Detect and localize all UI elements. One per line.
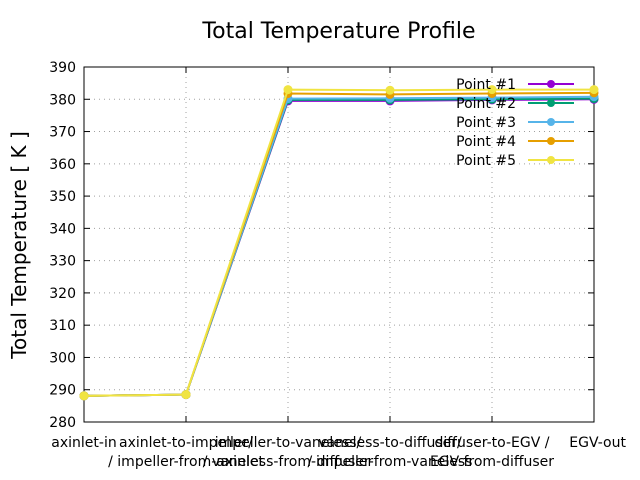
legend-label: Point #2 [456, 96, 516, 112]
x-tick-label: diffuser-to-EGV / [435, 435, 550, 451]
y-axis-label: Total Temperature [ K ] [7, 131, 31, 360]
series-5 [79, 85, 599, 401]
y-tick-label: 310 [49, 318, 76, 334]
legend: Point #1 Point #2 Point #3 Point #4 Point #5 [456, 77, 574, 169]
y-tick-label: 330 [49, 254, 76, 270]
y-tick-label: 290 [49, 383, 76, 399]
x-tick-label: impeller-to-vaneless/ [215, 435, 362, 451]
x-tick-label: / impeller-from-axinlet [108, 454, 264, 470]
x-tick-label: / vaneless-from-impeller [203, 454, 374, 470]
legend-swatch-marker [547, 118, 555, 126]
x-tick-label: axinlet-in [51, 435, 116, 451]
data-point [589, 85, 599, 95]
legend-swatch-marker [547, 99, 555, 107]
y-tick-label: 370 [49, 125, 76, 141]
y-tick-label: 320 [49, 286, 76, 302]
plot-frame [83, 66, 595, 423]
y-tick-label: 390 [49, 60, 76, 76]
y-tick-label: 360 [49, 157, 76, 173]
data-point [283, 85, 293, 95]
legend-swatch-marker [547, 156, 555, 164]
series-line [83, 88, 594, 397]
data-point [79, 391, 89, 401]
y-tick-label: 350 [49, 189, 76, 205]
x-tick-label: EGV-out [569, 435, 626, 451]
legend-label: Point #4 [456, 134, 516, 150]
series-group [79, 85, 599, 401]
x-axis: axinlet-in axinlet-to-impeller/ / impeller… [51, 67, 626, 470]
legend-swatch-marker [547, 80, 555, 88]
legend-label: Point #5 [456, 153, 516, 169]
data-point [487, 85, 497, 95]
y-tick-label: 300 [49, 350, 76, 366]
y-tick-label: 380 [49, 92, 76, 108]
y-axis: 280 290 300 310 320 330 340 350 360 370 380 390 [49, 60, 594, 431]
y-tick-label: 280 [49, 415, 76, 431]
legend-label: Point #3 [456, 115, 516, 131]
data-point [181, 390, 191, 400]
legend-label: Point #1 [456, 77, 516, 93]
x-tick-label: EGV-from-diffuser [430, 454, 554, 470]
x-tick-label: / diffuser-from-vaneless [308, 454, 473, 470]
data-point [385, 85, 395, 95]
x-tick-label: vaneless-to-diffuser/ [318, 435, 462, 451]
chart-title: Total Temperature Profile [201, 19, 475, 44]
y-tick-label: 340 [49, 221, 76, 237]
legend-swatch-marker [547, 137, 555, 145]
x-tick-label: axinlet-to-impeller/ [119, 435, 253, 451]
